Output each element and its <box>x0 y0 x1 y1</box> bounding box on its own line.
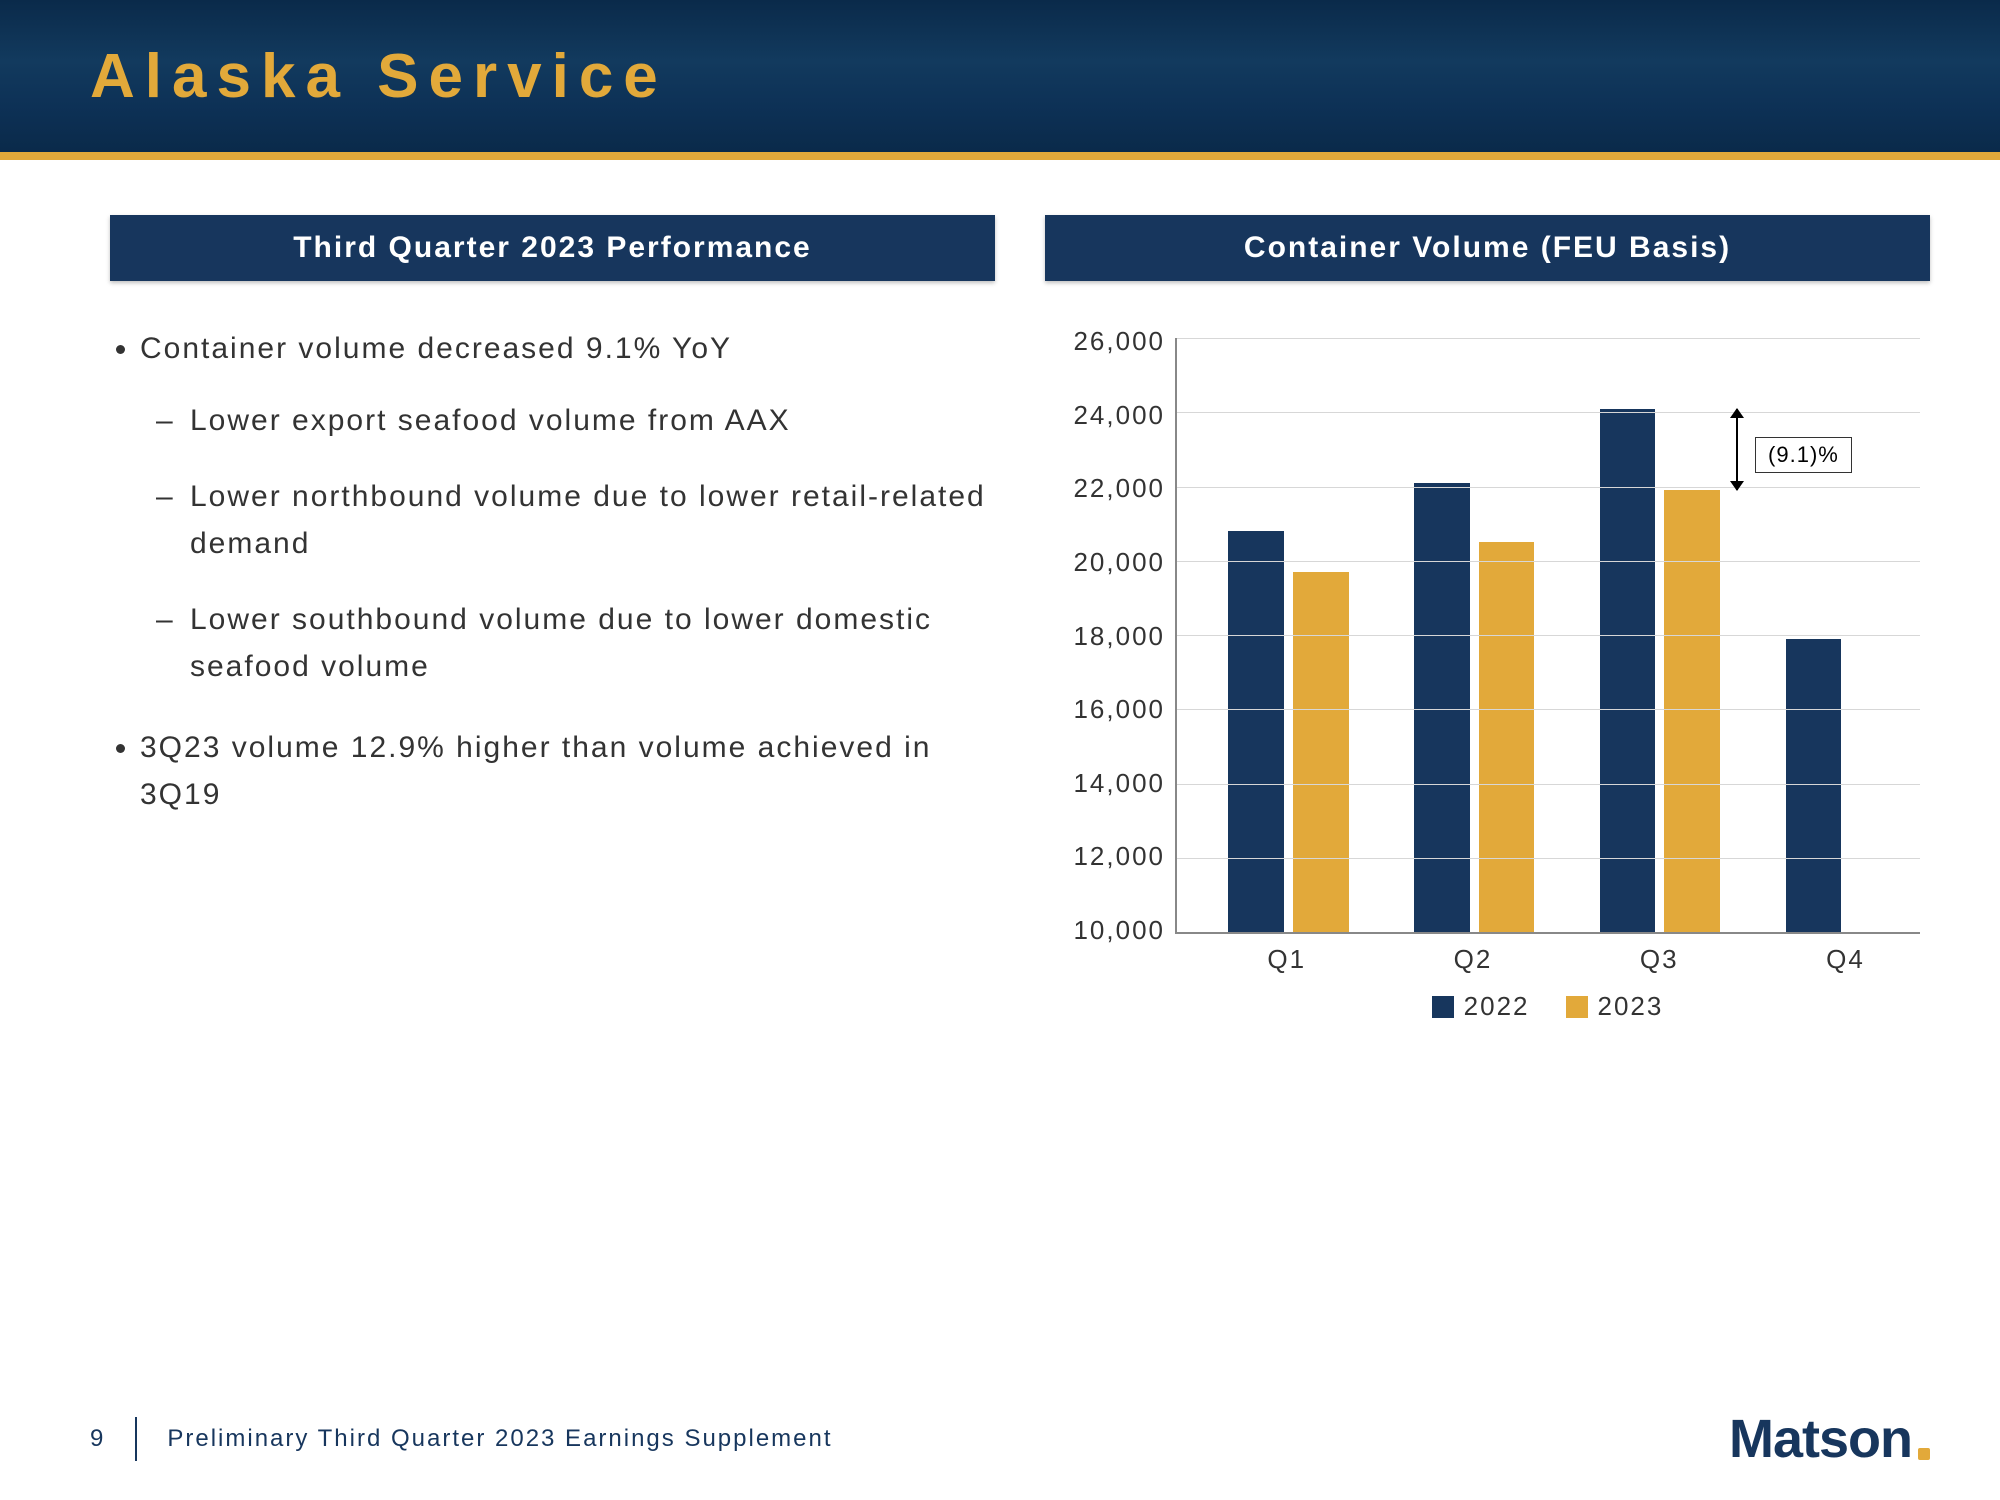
chart-container: 26,000 24,000 22,000 20,000 18,000 16,000 14,0… <box>1045 326 1930 1026</box>
y-tick-label: 22,000 <box>1045 473 1165 504</box>
bullet-1-text: Container volume decreased 9.1% YoY <box>140 332 732 365</box>
gridline <box>1177 784 1920 785</box>
left-column: Third Quarter 2023 Performance Container… <box>110 215 995 1026</box>
gridline <box>1177 858 1920 859</box>
sub-bullet-1: Lower export seafood volume from AAX <box>190 398 995 445</box>
legend-item: 2022 <box>1432 991 1530 1022</box>
chart-legend: 2022 2023 <box>1175 991 1920 1025</box>
gridline <box>1177 412 1920 413</box>
chart-bar <box>1479 542 1535 932</box>
x-axis-labels: Q1 Q2 Q3 Q4 <box>1175 944 1920 984</box>
sub-bullet-list: Lower export seafood volume from AAX Low… <box>140 398 995 691</box>
right-section-header: Container Volume (FEU Basis) <box>1045 215 1930 281</box>
gridline <box>1177 561 1920 562</box>
right-column: Container Volume (FEU Basis) 26,000 24,00… <box>1045 215 1930 1026</box>
bullet-1: Container volume decreased 9.1% YoY Lowe… <box>140 326 995 690</box>
footer-left: 9 Preliminary Third Quarter 2023 Earning… <box>90 1417 833 1461</box>
logo-text: Matson <box>1729 1408 1912 1470</box>
y-tick-label: 24,000 <box>1045 400 1165 431</box>
gridline <box>1177 635 1920 636</box>
x-tick-label: Q4 <box>1826 944 1865 975</box>
y-tick-label: 16,000 <box>1045 694 1165 725</box>
sub-bullet-2: Lower northbound volume due to lower ret… <box>190 474 995 567</box>
gridline <box>1177 338 1920 339</box>
slide-footer: 9 Preliminary Third Quarter 2023 Earning… <box>0 1408 2000 1470</box>
chart-plot-area: (9.1)% <box>1175 338 1920 934</box>
content-area: Third Quarter 2023 Performance Container… <box>0 160 2000 1026</box>
y-tick-label: 20,000 <box>1045 547 1165 578</box>
chart-bar <box>1293 572 1349 932</box>
callout-arrow-icon <box>1736 409 1738 491</box>
callout-label: (9.1)% <box>1755 437 1852 473</box>
slide-title: Alaska Service <box>90 41 668 112</box>
logo-dot-icon <box>1918 1448 1930 1460</box>
legend-swatch-icon <box>1566 996 1588 1018</box>
y-tick-label: 10,000 <box>1045 915 1165 946</box>
left-section-header: Third Quarter 2023 Performance <box>110 215 995 281</box>
bullet-2: 3Q23 volume 12.9% higher than volume ach… <box>140 725 995 818</box>
chart-bar <box>1786 639 1842 932</box>
chart-bar <box>1414 483 1470 932</box>
x-tick-label: Q2 <box>1454 944 1493 975</box>
y-tick-label: 14,000 <box>1045 768 1165 799</box>
chart-bar <box>1664 490 1720 932</box>
slide-header: Alaska Service <box>0 0 2000 160</box>
gridline <box>1177 487 1920 488</box>
gridline <box>1177 709 1920 710</box>
y-tick-label: 18,000 <box>1045 621 1165 652</box>
footer-divider <box>135 1417 137 1461</box>
legend-swatch-icon <box>1432 996 1454 1018</box>
y-tick-label: 26,000 <box>1045 326 1165 357</box>
bullet-list: Container volume decreased 9.1% YoY Lowe… <box>110 326 995 818</box>
legend-label: 2023 <box>1598 991 1664 1022</box>
legend-label: 2022 <box>1464 991 1530 1022</box>
chart-bar <box>1228 531 1284 932</box>
x-tick-label: Q3 <box>1640 944 1679 975</box>
footer-text: Preliminary Third Quarter 2023 Earnings … <box>167 1425 832 1453</box>
page-number: 9 <box>90 1425 105 1453</box>
sub-bullet-3: Lower southbound volume due to lower dom… <box>190 597 995 690</box>
y-axis-labels: 26,000 24,000 22,000 20,000 18,000 16,000 14,0… <box>1045 326 1165 946</box>
legend-item: 2023 <box>1566 991 1664 1022</box>
company-logo: Matson <box>1729 1408 1930 1470</box>
y-tick-label: 12,000 <box>1045 841 1165 872</box>
x-tick-label: Q1 <box>1267 944 1306 975</box>
